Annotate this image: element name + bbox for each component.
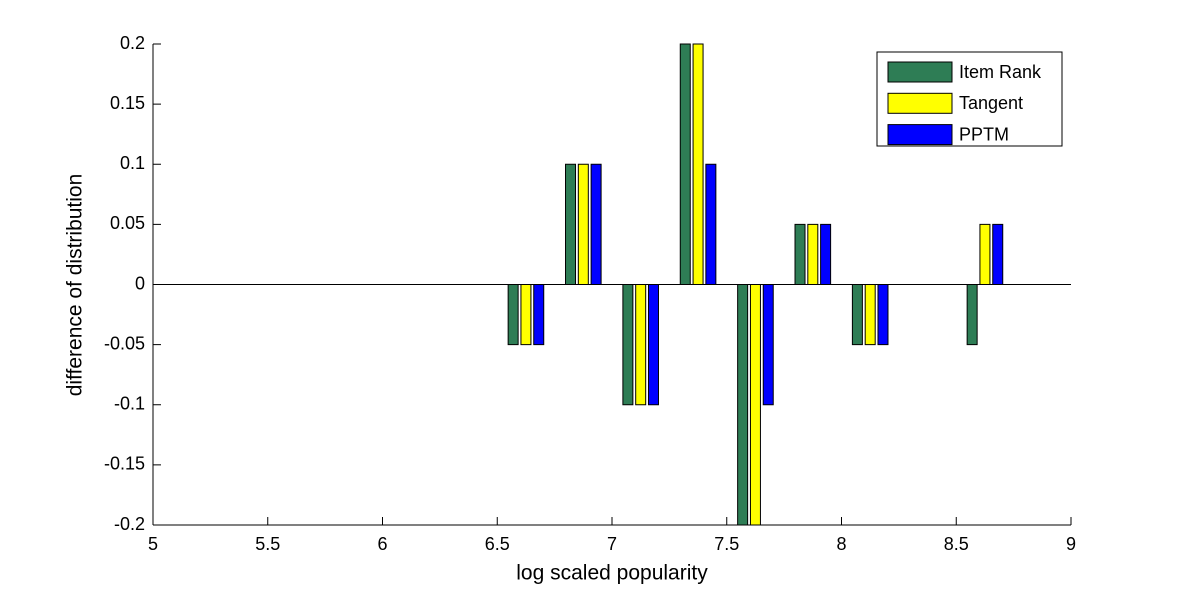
x-tick-label: 5 (148, 534, 158, 554)
bar (647, 284, 659, 406)
bar (737, 284, 749, 526)
bar (749, 284, 761, 526)
bar (622, 284, 634, 406)
x-tick-label: 6.5 (485, 534, 510, 554)
x-tick-label: 5.5 (255, 534, 280, 554)
bar (820, 223, 832, 285)
bar (520, 284, 532, 346)
y-tick-label: -0.05 (104, 333, 145, 353)
bar (577, 163, 589, 285)
bar (692, 43, 704, 285)
y-tick-label: -0.1 (114, 394, 145, 414)
bar (705, 163, 717, 285)
legend-swatch (887, 124, 953, 146)
y-tick-label: -0.15 (104, 454, 145, 474)
y-tick-label: -0.2 (114, 514, 145, 534)
bar (794, 223, 806, 285)
y-tick-label: 0.15 (110, 93, 145, 113)
legend-label: PPTM (959, 124, 1009, 144)
x-axis-label: log scaled popularity (516, 562, 708, 585)
bar (877, 284, 889, 346)
y-axis-label: difference of distribution (64, 174, 87, 397)
bar (851, 284, 863, 346)
bar (507, 284, 519, 346)
bar (635, 284, 647, 406)
x-tick-label: 7 (607, 534, 617, 554)
legend-swatch (887, 61, 953, 83)
x-tick-label: 8.5 (944, 534, 969, 554)
bar (762, 284, 774, 406)
legend-label: Tangent (959, 93, 1023, 113)
x-tick-label: 8 (836, 534, 846, 554)
bar (590, 163, 602, 285)
x-tick-label: 6 (377, 534, 387, 554)
bar (565, 163, 577, 285)
bar (679, 43, 691, 285)
y-tick-label: 0.1 (120, 153, 145, 173)
bar (992, 223, 1004, 285)
x-tick-label: 9 (1066, 534, 1076, 554)
legend-swatch (887, 92, 953, 114)
y-tick-label: 0.05 (110, 213, 145, 233)
legend-label: Item Rank (959, 62, 1042, 82)
bar (966, 284, 978, 346)
bar (533, 284, 545, 346)
y-tick-label: 0 (135, 273, 145, 293)
bar (864, 284, 876, 346)
bar (979, 223, 991, 285)
bar (807, 223, 819, 285)
y-tick-label: 0.2 (120, 33, 145, 53)
x-tick-label: 7.5 (714, 534, 739, 554)
